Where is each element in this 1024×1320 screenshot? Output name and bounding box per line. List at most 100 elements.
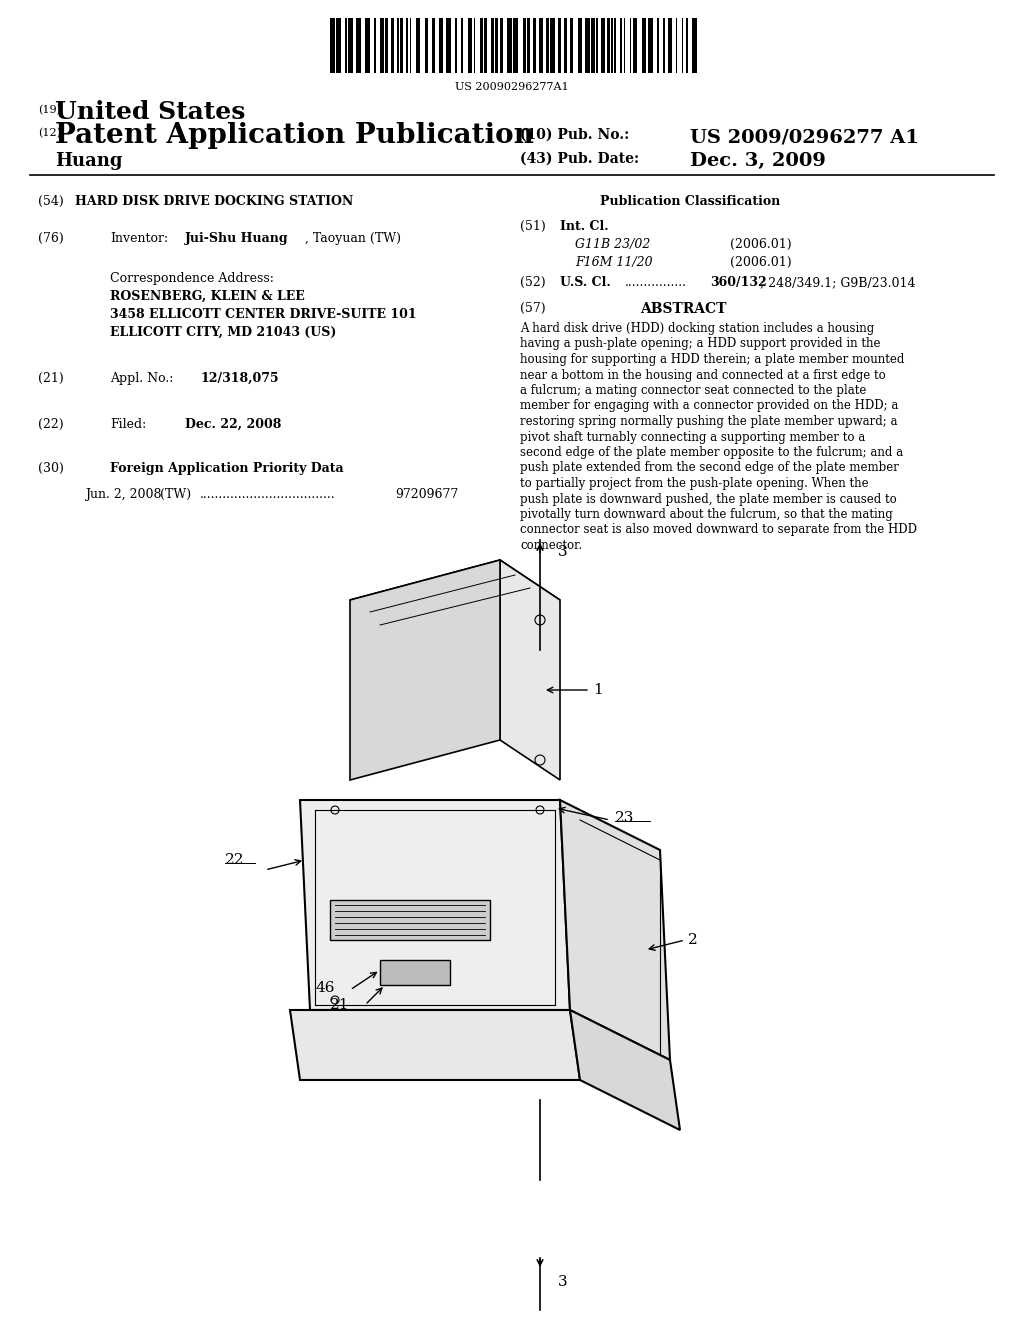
Text: Publication Classification: Publication Classification <box>600 195 780 209</box>
Polygon shape <box>330 900 490 940</box>
Bar <box>567 18 570 73</box>
Bar <box>665 18 668 73</box>
Bar <box>494 18 496 73</box>
Bar <box>500 18 503 73</box>
Text: A hard disk drive (HDD) docking station includes a housing: A hard disk drive (HDD) docking station … <box>520 322 874 335</box>
Text: 12/318,075: 12/318,075 <box>200 372 279 385</box>
Polygon shape <box>290 1010 580 1080</box>
Bar <box>408 18 410 73</box>
Bar <box>490 18 494 73</box>
Text: to partially project from the push-plate opening. When the: to partially project from the push-plate… <box>520 477 868 490</box>
Text: U.S. Cl.: U.S. Cl. <box>560 276 610 289</box>
Bar <box>370 18 375 73</box>
Text: (30): (30) <box>38 462 63 475</box>
Bar <box>410 18 411 73</box>
Bar <box>578 18 583 73</box>
Bar <box>561 18 564 73</box>
Text: Correspondence Address:: Correspondence Address: <box>110 272 273 285</box>
Bar <box>381 18 384 73</box>
Bar <box>657 18 658 73</box>
Bar <box>625 18 630 73</box>
Bar <box>573 18 578 73</box>
Bar <box>683 18 686 73</box>
Text: (51): (51) <box>520 220 546 234</box>
Bar <box>540 18 543 73</box>
Text: member for engaging with a connector provided on the HDD; a: member for engaging with a connector pro… <box>520 400 898 412</box>
Bar <box>525 18 527 73</box>
Bar <box>610 18 611 73</box>
Bar <box>601 18 605 73</box>
Text: HARD DISK DRIVE DOCKING STATION: HARD DISK DRIVE DOCKING STATION <box>75 195 353 209</box>
Text: Jun. 2, 2008: Jun. 2, 2008 <box>85 488 162 502</box>
Bar <box>611 18 612 73</box>
Bar <box>407 18 408 73</box>
Bar <box>668 18 673 73</box>
Bar <box>366 18 370 73</box>
Text: United States: United States <box>55 100 246 124</box>
Bar <box>664 18 665 73</box>
Text: Appl. No.:: Appl. No.: <box>110 372 173 385</box>
Text: Jui-Shu Huang: Jui-Shu Huang <box>185 232 289 246</box>
Text: connector.: connector. <box>520 539 583 552</box>
Bar <box>546 18 549 73</box>
Bar <box>652 18 657 73</box>
Bar <box>411 18 416 73</box>
Polygon shape <box>570 1010 680 1130</box>
Text: (22): (22) <box>38 418 63 432</box>
Text: Int. Cl.: Int. Cl. <box>560 220 608 234</box>
Bar <box>468 18 472 73</box>
Text: Filed:: Filed: <box>110 418 146 432</box>
Bar <box>692 18 697 73</box>
Bar <box>646 18 648 73</box>
Text: connector seat is also moved downward to separate from the HDD: connector seat is also moved downward to… <box>520 524 918 536</box>
Text: (54): (54) <box>38 195 63 209</box>
Bar <box>586 18 590 73</box>
Bar <box>592 18 595 73</box>
Bar <box>474 18 475 73</box>
Text: housing for supporting a HDD therein; a plate member mounted: housing for supporting a HDD therein; a … <box>520 352 904 366</box>
Bar <box>360 18 366 73</box>
Text: ROSENBERG, KLEIN & LEE: ROSENBERG, KLEIN & LEE <box>110 290 305 304</box>
Polygon shape <box>350 560 560 640</box>
Bar <box>512 18 513 73</box>
Text: (2006.01): (2006.01) <box>730 256 792 269</box>
Bar <box>398 18 400 73</box>
Bar <box>686 18 688 73</box>
Text: ABSTRACT: ABSTRACT <box>640 302 726 315</box>
Bar <box>353 18 356 73</box>
Bar <box>487 18 490 73</box>
Polygon shape <box>560 800 670 1060</box>
Bar <box>385 18 388 73</box>
Bar <box>615 18 621 73</box>
Bar <box>570 18 573 73</box>
Text: (2006.01): (2006.01) <box>730 238 792 251</box>
Bar <box>435 18 438 73</box>
Text: push plate is downward pushed, the plate member is caused to: push plate is downward pushed, the plate… <box>520 492 897 506</box>
Bar <box>676 18 677 73</box>
Text: (10) Pub. No.:: (10) Pub. No.: <box>520 128 630 143</box>
Bar <box>446 18 451 73</box>
Bar <box>356 18 360 73</box>
Bar <box>345 18 347 73</box>
Text: (21): (21) <box>38 372 63 385</box>
Text: pivot shaft turnably connecting a supporting member to a: pivot shaft turnably connecting a suppor… <box>520 430 865 444</box>
Text: near a bottom in the housing and connected at a first edge to: near a bottom in the housing and connect… <box>520 368 886 381</box>
Bar <box>388 18 391 73</box>
Text: 3: 3 <box>558 1275 567 1290</box>
Bar <box>534 18 537 73</box>
Bar <box>463 18 468 73</box>
Bar <box>451 18 456 73</box>
Bar <box>637 18 642 73</box>
Polygon shape <box>500 560 560 780</box>
Bar <box>530 18 534 73</box>
Bar <box>403 18 407 73</box>
Bar <box>614 18 615 73</box>
Text: (76): (76) <box>38 232 63 246</box>
Bar <box>595 18 596 73</box>
Bar <box>612 18 614 73</box>
Bar <box>622 18 624 73</box>
Text: Dec. 3, 2009: Dec. 3, 2009 <box>690 152 826 170</box>
Text: 3: 3 <box>558 545 567 558</box>
Polygon shape <box>300 800 570 1010</box>
Bar <box>384 18 385 73</box>
